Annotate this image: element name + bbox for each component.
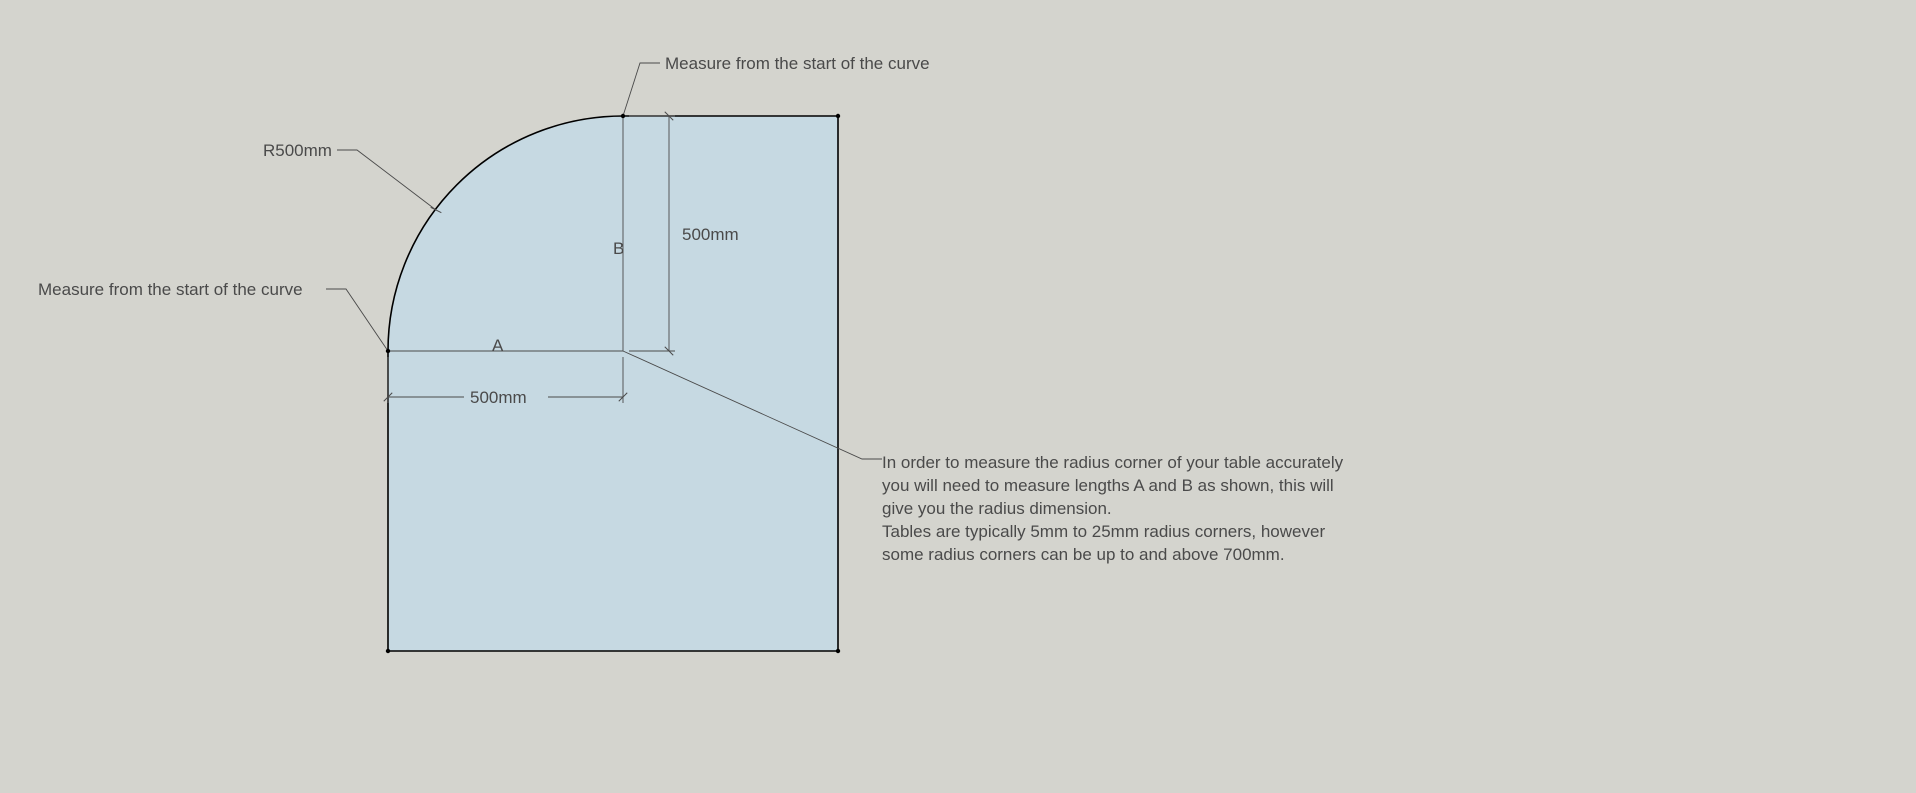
callout-left-text: Measure from the start of the curve bbox=[38, 280, 303, 300]
dimension-b-value: 500mm bbox=[682, 225, 739, 245]
callout-radius-text: R500mm bbox=[263, 141, 332, 161]
diagram-svg bbox=[0, 0, 1916, 793]
dimension-a-value: 500mm bbox=[470, 388, 527, 408]
callout-main-text: In order to measure the radius corner of… bbox=[882, 452, 1402, 567]
label-a: A bbox=[492, 336, 503, 356]
callout-top-text: Measure from the start of the curve bbox=[665, 54, 930, 74]
label-b: B bbox=[613, 239, 624, 259]
table-shape bbox=[388, 116, 838, 651]
